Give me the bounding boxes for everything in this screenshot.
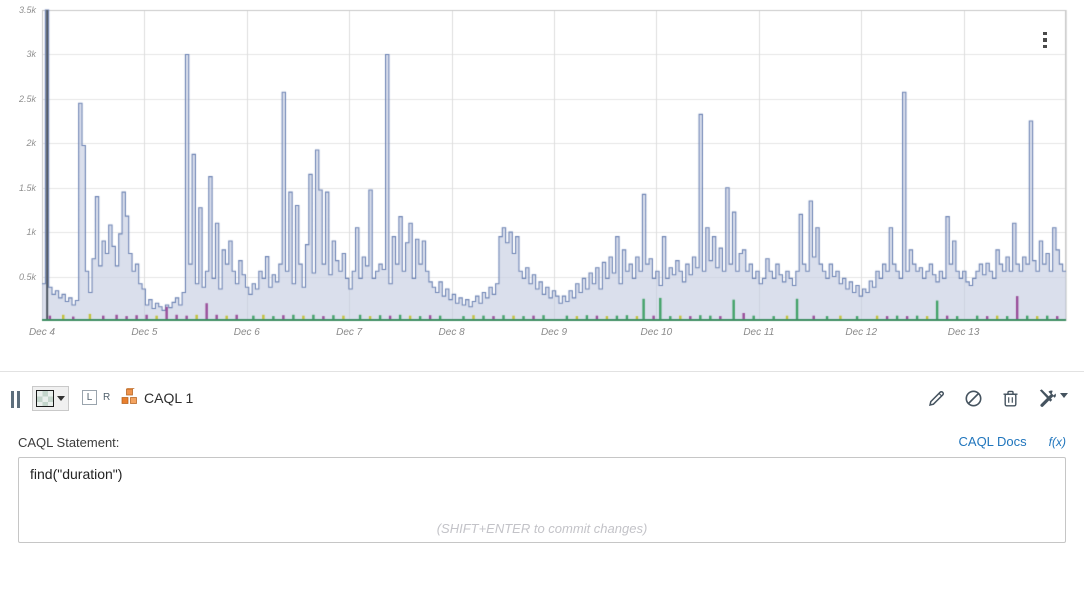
chevron-down-icon [1060, 392, 1068, 398]
y-axis-tick: 1k [26, 227, 36, 238]
x-axis-tick: Dec 11 [743, 327, 775, 338]
x-axis-tick: Dec 8 [438, 327, 465, 338]
chart-menu-kebab-icon[interactable] [1038, 29, 1052, 51]
color-swatch-dropdown[interactable] [32, 386, 69, 411]
function-reference-link[interactable]: f(x) [1048, 435, 1066, 449]
duration-timeseries-chart[interactable] [0, 0, 1084, 371]
chart-widget: 3.5k 3k 2.5k 2k 1.5k 1k 0.5k Dec 4 Dec 5 Dec 6 Dec… [0, 0, 1084, 371]
drag-handle[interactable] [11, 391, 20, 408]
y-axis-tick: 1.5k [18, 182, 36, 193]
right-axis-toggle[interactable]: R [103, 392, 111, 403]
x-axis-tick: Dec 13 [947, 327, 980, 338]
y-axis-tick: 3.5k [18, 5, 36, 15]
delete-trash-icon[interactable] [1000, 388, 1020, 408]
disable-ban-icon[interactable] [963, 388, 983, 408]
caql-docs-link[interactable]: CAQL Docs [958, 434, 1027, 449]
statement-header: CAQL Statement: CAQL Docs f(x) [18, 434, 1066, 452]
commit-hint: (SHIFT+ENTER to commit changes) [436, 521, 648, 536]
pattern-swatch [36, 390, 54, 407]
y-axis-tick: 2.5k [18, 93, 36, 104]
caql-statement-input[interactable]: find("duration") (SHIFT+ENTER to commit … [18, 457, 1066, 543]
caql-toolbar: L R CAQL 1 [0, 372, 1084, 428]
query-title: CAQL 1 [144, 390, 194, 406]
chevron-down-icon [57, 396, 65, 401]
y-axis-tick: 3k [26, 49, 36, 60]
x-axis-tick: Dec 4 [28, 327, 56, 338]
caql-statement-label: CAQL Statement: [18, 435, 120, 450]
toolbar-actions [926, 388, 1068, 408]
y-axis-tick: 2k [26, 138, 36, 149]
wrench-screwdriver-icon [1037, 388, 1057, 408]
left-axis-toggle[interactable]: L [82, 390, 97, 405]
caql-statement-value: find("duration") [30, 466, 123, 482]
x-axis-tick: Dec 10 [640, 327, 673, 338]
metric-cluster-cubes-icon [121, 387, 138, 411]
x-axis-tick: Dec 12 [845, 327, 878, 338]
x-axis-tick: Dec 9 [540, 327, 568, 338]
edit-pencil-icon[interactable] [926, 388, 946, 408]
caql-panel: L R CAQL 1 [0, 371, 1084, 613]
x-axis-tick: Dec 6 [233, 327, 260, 338]
y-axis-tick: 0.5k [18, 271, 36, 282]
tools-dropdown[interactable] [1037, 388, 1068, 408]
x-axis-tick: Dec 5 [131, 327, 158, 338]
x-axis-tick: Dec 7 [336, 327, 363, 338]
